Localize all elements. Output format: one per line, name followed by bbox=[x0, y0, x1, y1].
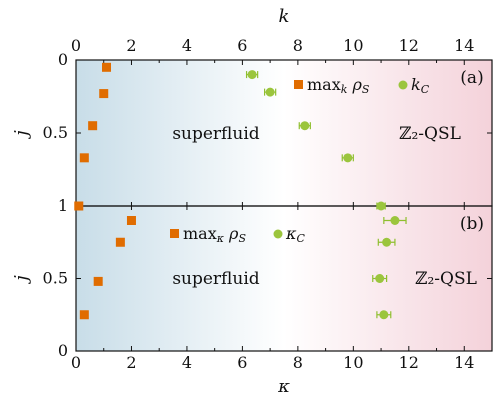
x-tick-label-bottom: 8 bbox=[293, 353, 303, 372]
x-tick-label-bottom: 10 bbox=[343, 353, 363, 372]
data-point-square-panel-a bbox=[79, 153, 89, 163]
legend-b-circle-marker bbox=[273, 229, 283, 239]
x-tick-label-top: 6 bbox=[237, 36, 247, 55]
data-point-circle-panel-a bbox=[300, 121, 310, 131]
legend-a-square-marker bbox=[294, 80, 303, 89]
data-point-square-panel-b bbox=[79, 310, 89, 320]
qsl-label-a: ℤ₂-QSL bbox=[399, 124, 461, 144]
data-point-square-panel-b bbox=[126, 216, 136, 225]
data-point-circle-panel-a bbox=[343, 153, 353, 163]
x-tick-label-top: 12 bbox=[399, 36, 419, 55]
y-tick-label-b: 0 bbox=[58, 341, 68, 360]
x-tick-label-bottom: 12 bbox=[399, 353, 419, 372]
x-tick-label-bottom: 14 bbox=[454, 353, 474, 372]
panel-a-label: (a) bbox=[460, 68, 483, 88]
panel-a-background bbox=[76, 60, 492, 206]
legend-b-square-marker bbox=[170, 229, 179, 238]
data-point-circle-panel-a bbox=[265, 87, 275, 97]
data-point-square-panel-a bbox=[99, 89, 109, 99]
data-point-square-panel-a bbox=[102, 62, 112, 72]
x-tick-label-top: 14 bbox=[454, 36, 474, 55]
x-tick-label-top: 0 bbox=[71, 36, 81, 55]
data-point-square-panel-b bbox=[93, 276, 103, 286]
x-tick-label-bottom: 4 bbox=[182, 353, 192, 372]
panel-b-label: (b) bbox=[460, 214, 484, 234]
legend-b: maxκ ρS κC bbox=[170, 224, 306, 245]
x-tick-label-top: 8 bbox=[293, 36, 303, 55]
y-tick-label-a: 1 bbox=[58, 196, 68, 215]
legend-b-kc-label: κC bbox=[285, 224, 306, 245]
data-point-square-panel-a bbox=[88, 121, 98, 131]
y-axis-label-a: j bbox=[11, 130, 32, 140]
x-tick-label-bottom: 2 bbox=[126, 353, 136, 372]
data-point-circle-panel-b bbox=[379, 310, 389, 320]
y-tick-label-a: 0 bbox=[58, 50, 68, 69]
y-tick-label-b: 0.5 bbox=[43, 269, 68, 288]
top-axis-label: k bbox=[279, 6, 290, 27]
data-marks-layer bbox=[74, 62, 407, 320]
legend-a: maxk ρS kC bbox=[294, 75, 430, 96]
data-point-square-panel-b bbox=[115, 237, 125, 247]
panel-b-background bbox=[76, 206, 492, 351]
legend-a-kc-label: kC bbox=[411, 75, 430, 96]
data-point-circle-panel-b bbox=[375, 274, 385, 283]
y-tick-label-a: 0.5 bbox=[43, 123, 68, 142]
bottom-axis-label: κ bbox=[277, 376, 290, 397]
x-tick-label-top: 10 bbox=[343, 36, 363, 55]
legend-a-circle-marker bbox=[398, 80, 408, 90]
superfluid-label-a: superfluid bbox=[172, 124, 259, 144]
x-tick-label-top: 2 bbox=[126, 36, 136, 55]
data-point-circle-panel-a bbox=[376, 201, 386, 211]
data-point-circle-panel-a bbox=[247, 70, 257, 80]
superfluid-label-b: superfluid bbox=[172, 269, 259, 289]
legend-a-max-label: maxk ρS bbox=[307, 75, 370, 96]
x-tick-label-bottom: 6 bbox=[237, 353, 247, 372]
x-tick-label-bottom: 0 bbox=[71, 353, 81, 372]
qsl-label-b: ℤ₂-QSL bbox=[415, 269, 477, 289]
data-point-square-panel-a bbox=[74, 201, 84, 211]
data-point-circle-panel-b bbox=[390, 216, 400, 225]
y-axis-label-b: j bbox=[11, 275, 32, 285]
legend-b-max-label: maxκ ρS bbox=[183, 224, 246, 245]
data-point-circle-panel-b bbox=[382, 237, 392, 247]
x-tick-label-top: 4 bbox=[182, 36, 192, 55]
